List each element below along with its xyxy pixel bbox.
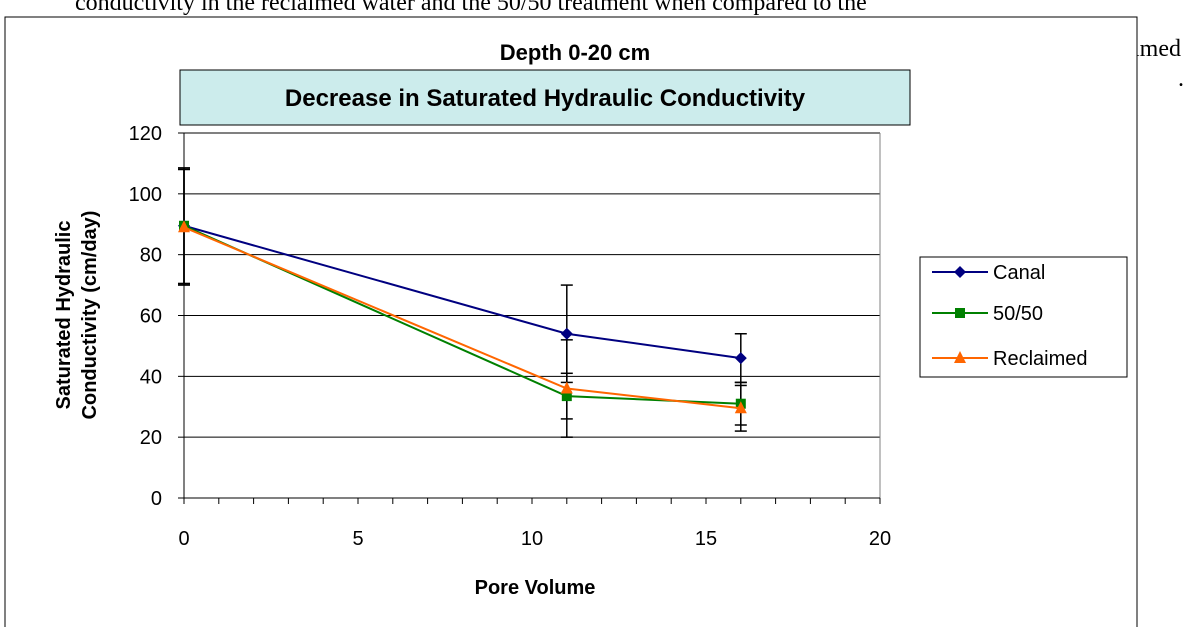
y-tick-label: 120: [129, 123, 162, 145]
chart-subtitle: Decrease in Saturated Hydraulic Conducti…: [285, 85, 806, 112]
y-tick-label: 0: [151, 488, 162, 510]
x-tick-label: 0: [178, 528, 189, 550]
x-axis-label: Pore Volume: [475, 577, 596, 599]
legend-label: Reclaimed: [993, 348, 1087, 370]
y-tick-label: 40: [140, 366, 162, 388]
legend-marker: [955, 308, 965, 318]
subtitle-box: [179, 69, 911, 126]
y-tick-label: 80: [140, 245, 162, 267]
legend-marker: [954, 266, 966, 278]
x-tick-label: 15: [695, 528, 717, 550]
marker: [561, 391, 572, 402]
legend-marker: [954, 351, 966, 363]
marker: [734, 401, 747, 414]
legend-label: 50/50: [993, 303, 1043, 325]
marker: [178, 220, 190, 233]
marker: [560, 381, 573, 394]
legend-label: Canal: [993, 262, 1045, 284]
x-tick-label: 10: [521, 528, 543, 550]
marker: [560, 327, 573, 340]
x-tick-label: 5: [352, 528, 363, 550]
y-axis-label: Saturated Hydraulic Conductivity (cm/day…: [53, 211, 101, 420]
y-tick-label: 60: [140, 306, 162, 328]
y-tick-label: 20: [140, 427, 162, 449]
plot: 0 20 40 60 80 100 120 0 5 10 15 20: [129, 123, 892, 550]
y-tick-label: 100: [129, 184, 162, 206]
y-axis-label-line: Saturated Hydraulic: [53, 221, 75, 410]
marker: [734, 352, 747, 365]
document-text: imed: [1133, 36, 1181, 62]
chart-title: Depth 0-20 cm: [500, 40, 650, 65]
document-text: .: [1178, 66, 1184, 92]
x-tick-label: 20: [869, 528, 891, 550]
document-text: conductivity in the reclaimed water and …: [75, 0, 867, 16]
y-axis-label-line: Conductivity (cm/day): [79, 211, 101, 420]
